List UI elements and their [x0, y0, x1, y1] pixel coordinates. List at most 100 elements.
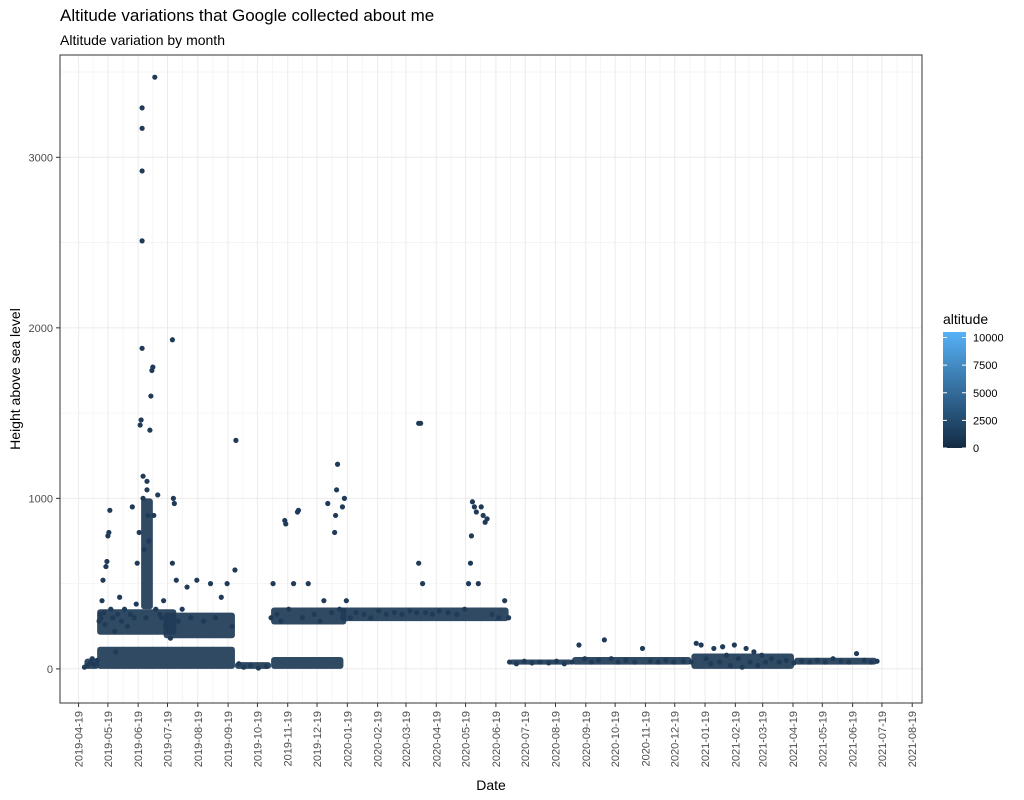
data-point	[407, 608, 413, 614]
data-point	[553, 658, 560, 664]
data-point	[224, 581, 230, 587]
data-point	[717, 659, 723, 665]
data-point	[212, 615, 218, 621]
x-tick-label: 2020-07-19	[520, 711, 532, 767]
data-point	[768, 656, 775, 662]
data-point	[270, 581, 276, 587]
data-point	[399, 611, 405, 617]
x-axis: 2019-04-19 2019-05-19 2019-06-19 2019-07-19…	[74, 703, 919, 767]
data-point	[478, 504, 484, 510]
data-point	[179, 606, 185, 612]
data-point	[698, 642, 704, 648]
data-point	[305, 581, 311, 587]
data-point	[419, 581, 426, 587]
data-point	[416, 560, 422, 566]
data-point	[233, 437, 239, 443]
x-tick-label: 2020-10-19	[610, 711, 622, 767]
data-point	[121, 606, 128, 612]
data-point	[376, 608, 382, 614]
data-point	[146, 538, 152, 544]
data-point	[136, 529, 142, 536]
data-point	[391, 610, 397, 616]
data-point	[727, 662, 734, 669]
data-point	[333, 487, 340, 493]
data-point	[347, 615, 353, 621]
x-tick-label: 2020-11-19	[640, 711, 652, 766]
data-point	[341, 495, 348, 501]
x-tick-label: 2020-12-19	[670, 711, 682, 767]
data-point	[454, 611, 460, 617]
data-point	[353, 610, 359, 616]
data-point	[569, 659, 575, 665]
data-point	[799, 658, 805, 664]
data-point	[169, 560, 175, 566]
data-point	[129, 504, 135, 510]
data-point	[101, 610, 107, 616]
data-point	[783, 657, 789, 663]
data-point	[759, 652, 765, 658]
data-point	[502, 598, 508, 604]
data-point	[115, 611, 121, 617]
data-point	[151, 512, 157, 519]
x-tick-label: 2021-02-19	[730, 711, 742, 767]
data-point	[321, 598, 327, 604]
data-point	[91, 662, 97, 668]
data-point	[739, 664, 745, 670]
data-point	[170, 495, 176, 501]
data-point	[145, 512, 151, 519]
data-point	[735, 656, 741, 662]
data-point	[311, 611, 317, 617]
data-point	[137, 422, 143, 428]
x-tick-label: 2019-10-19	[252, 711, 264, 767]
data-point	[112, 628, 118, 634]
data-point	[255, 665, 261, 671]
legend-ticks: 0 2500 5000 7500 10000	[943, 333, 1004, 455]
data-point	[188, 615, 194, 621]
x-axis-label: Date	[476, 777, 506, 793]
data-point	[720, 644, 726, 650]
data-point	[480, 512, 486, 519]
legend: altitude 0 2500 5000 7500 10000	[943, 311, 1004, 455]
data-point	[175, 618, 181, 624]
data-point	[100, 577, 106, 583]
data-point	[655, 659, 661, 665]
data-point	[139, 125, 145, 131]
legend-tick-label: 10000	[973, 333, 1004, 345]
data-point	[473, 509, 479, 515]
data-point	[343, 598, 349, 604]
data-point	[160, 598, 167, 604]
data-point	[680, 658, 687, 664]
grid-layer	[60, 55, 922, 703]
chart-subtitle: Altitude variation by month	[60, 32, 225, 48]
legend-title: altitude	[943, 311, 988, 327]
data-point	[561, 661, 567, 667]
data-point	[496, 615, 502, 621]
data-point	[489, 611, 495, 617]
x-tick-label: 2021-07-19	[877, 711, 889, 767]
data-point	[361, 611, 367, 617]
x-tick-label: 2019-06-19	[133, 711, 145, 767]
data-point	[103, 563, 109, 570]
data-point	[139, 105, 145, 111]
data-point	[465, 581, 472, 587]
data-point	[468, 533, 475, 539]
x-tick-label: 2020-09-19	[581, 711, 593, 767]
data-point	[513, 661, 520, 667]
data-point	[853, 650, 860, 657]
data-point	[776, 659, 782, 665]
y-tick-label: 2000	[29, 323, 53, 335]
data-point	[422, 610, 429, 616]
data-point	[263, 663, 269, 669]
data-point	[529, 660, 535, 666]
data-point	[688, 659, 694, 665]
data-point	[299, 615, 305, 621]
data-point	[173, 577, 179, 583]
point-layer	[81, 74, 880, 671]
x-tick-label: 2020-04-19	[431, 711, 443, 767]
data-point	[868, 659, 874, 665]
data-point	[608, 656, 614, 662]
data-point	[165, 615, 172, 621]
data-point	[505, 615, 512, 621]
data-point	[874, 658, 880, 664]
